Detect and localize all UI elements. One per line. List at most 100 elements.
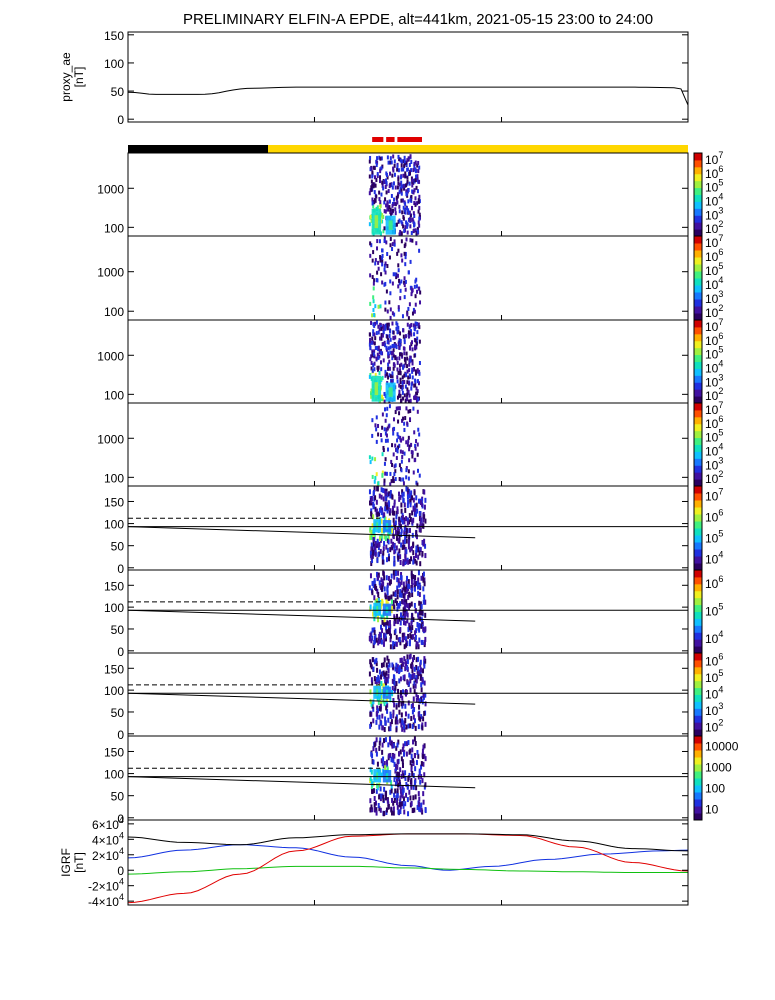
heatmap-cell	[373, 742, 376, 748]
colorbar-segment	[694, 271, 702, 279]
heatmap-cell	[395, 681, 398, 687]
colorbar-tick-label: 103	[705, 455, 723, 472]
heatmap-cell	[401, 599, 404, 605]
heatmap-cell	[373, 341, 376, 346]
heatmap-cell	[375, 719, 378, 725]
heatmap-cell	[398, 548, 401, 554]
heatmap-cell	[384, 501, 387, 507]
heatmap-cell	[377, 598, 380, 604]
heatmap-cell	[371, 523, 374, 529]
heatmap-cell	[400, 801, 403, 807]
heatmap-cell	[380, 438, 383, 443]
heatmap-cell	[393, 464, 396, 469]
colorbar-segment	[694, 653, 702, 661]
heatmap-cell	[392, 541, 395, 547]
heatmap-cell	[386, 175, 389, 180]
heatmap-cell	[398, 393, 401, 398]
heatmap-cell	[404, 666, 407, 672]
heatmap-cell	[407, 399, 410, 404]
heatmap-cell	[375, 751, 378, 757]
colorbar-segment	[694, 166, 702, 175]
heatmap-cell	[370, 561, 373, 567]
heatmap-cell	[400, 468, 403, 473]
heatmap-cell	[394, 520, 397, 526]
heatmap-cell	[371, 275, 374, 280]
heatmap-cell	[384, 535, 387, 541]
heatmap-cell	[399, 809, 402, 815]
heatmap-cell	[407, 375, 410, 380]
heatmap-cell	[405, 792, 408, 798]
heatmap-cell	[418, 498, 421, 504]
heatmap-cell	[397, 702, 400, 708]
colorbar-tick-label: 106	[705, 651, 723, 668]
heatmap-cell	[397, 342, 400, 347]
heatmap-cell	[373, 533, 376, 539]
heatmap-cell	[388, 300, 391, 305]
heatmap-cell	[407, 306, 410, 311]
heatmap-cell	[377, 432, 380, 437]
heatmap-cell	[406, 380, 409, 385]
heatmap-cell	[369, 662, 372, 668]
heatmap-cell	[390, 459, 393, 464]
heatmap-cell	[403, 502, 406, 508]
heatmap-cell	[422, 791, 425, 797]
heatmap-cell	[420, 604, 423, 610]
heatmap-cell	[392, 272, 395, 277]
y-tick-label: 100	[104, 57, 124, 71]
heatmap-cell	[407, 603, 410, 609]
heatmap-cell	[401, 489, 404, 495]
heatmap-cell	[406, 487, 409, 493]
heatmap-cell	[404, 171, 407, 176]
series-line-proxy_AE	[127, 86, 689, 106]
heatmap-cell	[404, 251, 407, 256]
heatmap-cell	[414, 321, 417, 326]
heatmap-cell	[380, 156, 383, 161]
science-zone-marker	[386, 137, 395, 142]
heatmap-cell	[392, 743, 395, 749]
heatmap-cell	[372, 583, 375, 589]
heatmap-cell	[381, 628, 384, 634]
heatmap-cell	[382, 641, 385, 647]
heatmap-cell	[379, 583, 382, 589]
heatmap-cell	[391, 374, 394, 379]
heatmap-cell	[389, 711, 392, 717]
heatmap-cell	[380, 166, 383, 171]
heatmap-cell	[402, 346, 405, 351]
heatmap-cell	[385, 171, 388, 176]
heatmap-cell	[379, 786, 382, 792]
heatmap-cell	[420, 687, 423, 693]
heatmap-cell	[372, 549, 375, 555]
colorbar-segment	[694, 340, 702, 349]
heatmap-cell	[405, 588, 408, 594]
heatmap-cell	[400, 231, 403, 236]
heatmap-cell	[379, 169, 382, 174]
heatmap-cell	[408, 789, 411, 795]
heatmap-cell	[413, 579, 416, 585]
heatmap-cell	[389, 212, 392, 217]
heatmap-cell	[370, 542, 373, 548]
heatmap-cell	[383, 326, 386, 331]
heatmap-cell	[393, 242, 396, 247]
heatmap-cell	[380, 639, 383, 645]
heatmap-cell	[388, 491, 391, 497]
heatmap-cell	[371, 201, 374, 206]
heatmap-cell	[396, 379, 399, 384]
heatmap-cell	[373, 629, 376, 635]
heatmap-cell	[377, 304, 380, 309]
heatmap-cell	[371, 313, 374, 318]
heatmap-cell	[392, 330, 395, 335]
heatmap-cell	[401, 770, 404, 776]
heatmap-cell	[409, 687, 412, 693]
colorbar-tick-label: 106	[705, 508, 723, 525]
heatmap-cell	[418, 179, 421, 184]
heatmap-cell	[400, 666, 403, 672]
heatmap-cell	[408, 513, 411, 519]
heatmap-cell	[391, 343, 394, 348]
heatmap-cell	[411, 340, 414, 345]
heatmap-cell	[372, 501, 375, 507]
heatmap-cell	[377, 591, 380, 597]
heatmap-cell	[394, 202, 397, 207]
